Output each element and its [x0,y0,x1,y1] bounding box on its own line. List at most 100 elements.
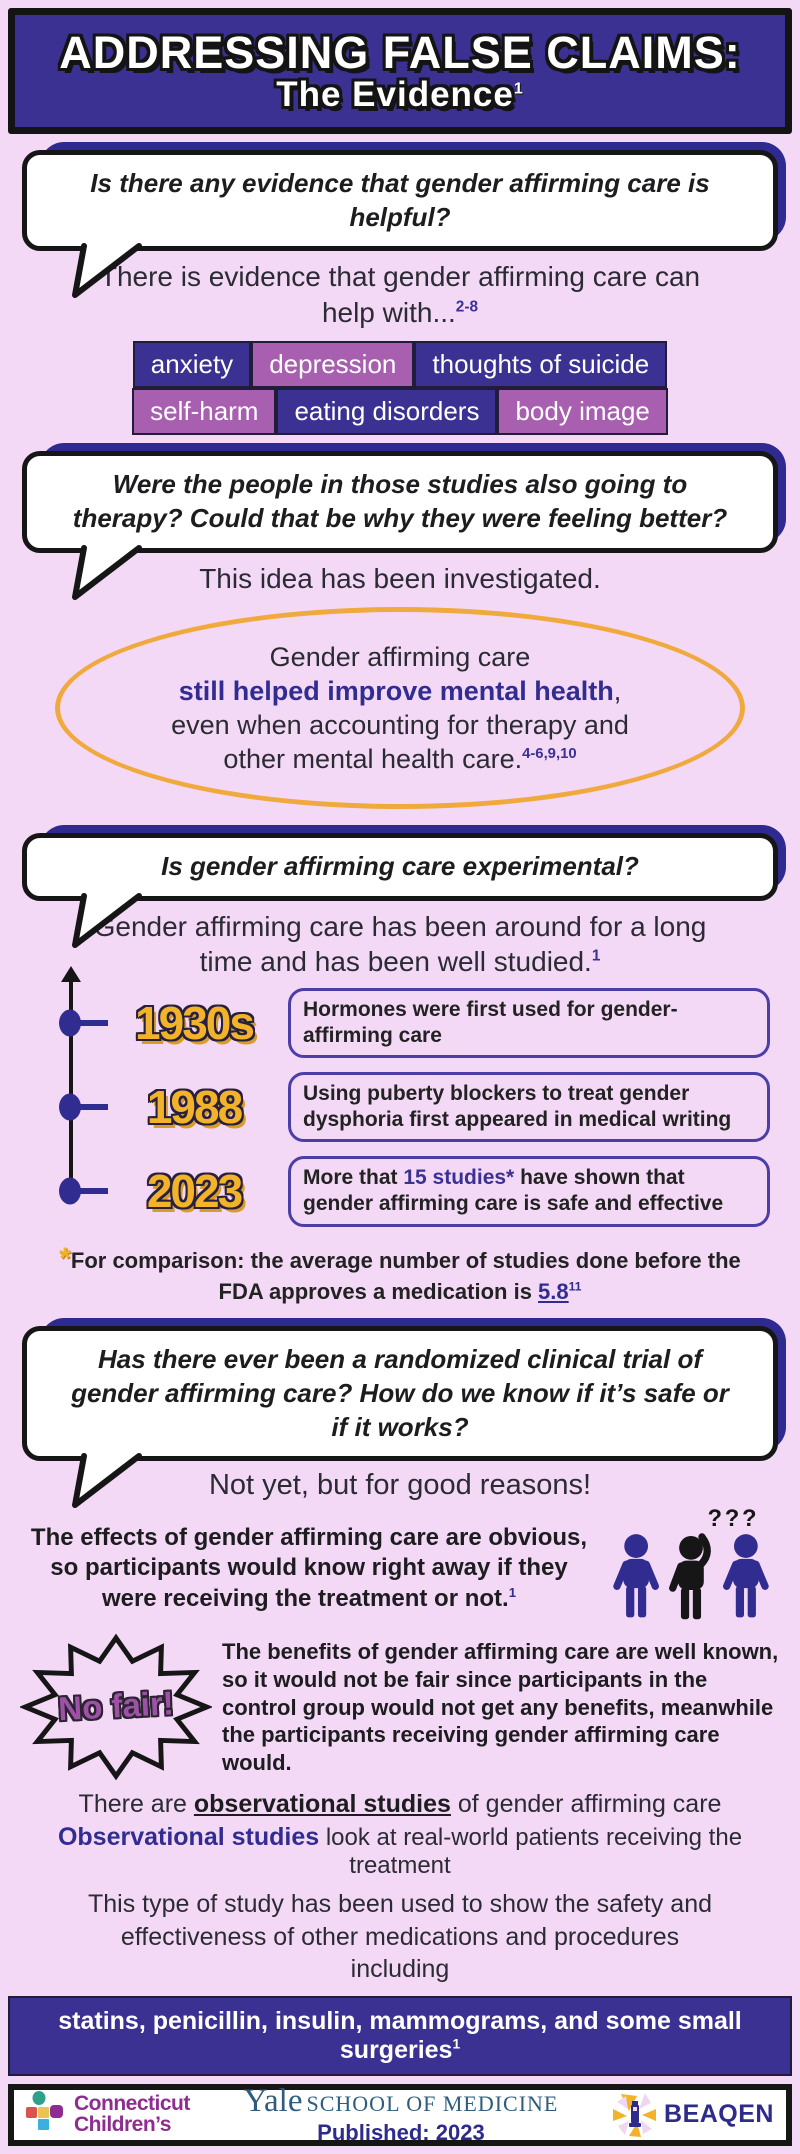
connecticut-childrens-wordmark: Connecticut Children’s [74,2094,190,2135]
citation-ref: 1 [591,948,601,966]
question-bubble-1: Is there any evidence that gender affirm… [22,141,786,299]
burst-star-icon [18,1634,214,1781]
subtitle-text: The Evidence [276,75,514,115]
beaqen-logo: BEAQEN [612,2092,774,2138]
question-text: Has there ever been a randomized clinica… [71,1344,729,1442]
tag-row: anxiety depression thoughts of suicide [14,341,786,389]
question-bubble-3: Is gender affirming care experimental? [22,824,786,948]
timeline-node-icon [56,1072,100,1142]
year-label: 2023 [146,1165,243,1218]
ellipse-line2: even when accounting for therapy and [171,709,629,740]
timeline-entry: Hormones were first used for gender-affi… [288,988,770,1059]
timeline-entry: More that 15 studies* have shown that ge… [288,1156,770,1227]
page-subtitle: The Evidence1 [21,76,779,115]
section-rct: Has there ever been a randomized clinica… [0,1318,800,1986]
header-banner: ADDRESSING FALSE CLAIMS: The Evidence1 [8,8,792,134]
observational-line2: Observational studies look at real-world… [14,1823,786,1880]
connecticut-childrens-logo: Connecticut Children’s [26,2090,190,2139]
speech-tail-icon [72,892,142,948]
page-title: ADDRESSING FALSE CLAIMS: [59,27,741,78]
citation-ref: 1 [452,2036,461,2052]
entry-text: have shown that gender affirming care is… [303,1166,724,1216]
timeline: 1930s Hormones were first used for gende… [36,966,770,1227]
observational-line1: There are observational studies of gende… [14,1790,786,1819]
no-fair-label: No fair! [57,1684,175,1728]
cc-line1: Connecticut [74,2092,190,2116]
ellipse-line1: Gender affirming care [269,641,531,672]
ellipse-line3: other mental health care. [223,743,523,774]
yale-wordmark: Yale SCHOOL OF MEDICINE [244,2083,559,2120]
connecticut-childrens-icon [26,2090,63,2130]
benefit-tags: anxiety depression thoughts of suicide s… [14,341,786,436]
reason-blinding: The effects of gender affirming care are… [20,1504,780,1632]
observational-studies-underlined: observational studies [193,1790,451,1819]
timeline-row-1988: 1988 Using puberty blockers to treat gen… [56,1072,770,1143]
reason-blinding-text: The effects of gender affirming care are… [20,1523,598,1614]
tag-eating-disorders: eating disorders [276,388,498,436]
answer-text: Gender affirming care has been around fo… [74,909,726,981]
beaqen-lighthouse-icon [613,2092,657,2137]
bubble-body: Is gender affirming care experimental? [22,832,778,901]
bubble-body: Is there any evidence that gender affirm… [22,149,778,252]
observational-studies-term: Observational studies [57,1823,320,1852]
timeline-node-icon [56,1156,100,1226]
citation-ref: 4-6,9,10 [522,745,577,762]
question-bubble-2: Were the people in those studies also go… [22,443,786,600]
citation-ref: 11 [568,1279,582,1294]
yale-school-of-medicine: SCHOOL OF MEDICINE [306,2091,559,2117]
ellipse-comma: , [613,675,622,706]
line-text: There are [78,1790,194,1819]
citation-ref: 1 [508,1584,517,1600]
section-experimental: Is gender affirming care experimental? G… [0,824,800,1307]
studies-highlight: 15 studies* [403,1166,515,1190]
tag-depression: depression [251,341,415,389]
speech-tail-icon [72,243,142,299]
question-text: Is gender affirming care experimental? [161,850,639,881]
tag-self-harm: self-harm [132,388,277,436]
speech-tail-icon [72,544,142,600]
section-evidence: Is there any evidence that gender affirm… [0,141,800,436]
bubble-body: Has there ever been a randomized clinica… [22,1326,778,1462]
year-label: 1930s [135,997,255,1050]
timeline-node-icon [56,988,100,1058]
answer-text: This idea has been investigated. [199,562,601,594]
no-fair-burst-icon: No fair! [18,1632,214,1782]
section-therapy: Were the people in those studies also go… [0,443,800,809]
published-date: Published: 2023 [317,2120,485,2146]
yale-logo: Yale SCHOOL OF MEDICINE Published: 2023 [244,2083,559,2146]
reason-body: The effects of gender affirming care are… [30,1524,588,1612]
highlight-ellipse: Gender affirming care still helped impro… [55,606,745,809]
footer-bar: Connecticut Children’s Yale SCHOOL OF ME… [8,2083,792,2146]
reason-fairness: No fair! The benefits of gender affirmin… [18,1632,784,1782]
confused-people-icon: ??? [613,1505,769,1620]
yale-name: Yale [243,2083,303,2120]
entry-text: More that [303,1166,404,1190]
line-text: of gender affirming care [450,1790,722,1819]
ellipse-bold: still helped improve mental health [178,675,614,706]
tag-body-image: body image [497,388,668,436]
year-label: 1988 [146,1081,243,1134]
bubble-body: Were the people in those studies also go… [22,451,778,553]
answer-text: There is evidence that gender affirming … [74,259,726,331]
question-text: Were the people in those studies also go… [72,469,728,534]
reason-fairness-text: The benefits of gender affirming care ar… [222,1638,779,1776]
speech-tail-icon [72,1453,142,1509]
banner-text: statins, penicillin, insulin, mammograms… [58,2006,742,2064]
subtitle-ref: 1 [513,80,524,98]
answer-text: Not yet, but for good reasons! [208,1469,592,1502]
question-marks: ??? [707,1505,759,1532]
beaqen-wordmark: BEAQEN [664,2100,774,2129]
asterisk-icon: * [59,1241,71,1275]
fda-average-value: 5.8 [538,1278,569,1304]
line-text: look at real-world patients receiving th… [319,1824,743,1880]
tag-row: self-harm eating disorders body image [14,388,786,436]
timeline-entry: Using puberty blockers to treat gender d… [288,1072,770,1143]
question-bubble-4: Has there ever been a randomized clinica… [22,1318,786,1509]
tag-thoughts-of-suicide: thoughts of suicide [414,341,668,389]
examples-banner: statins, penicillin, insulin, mammograms… [8,1995,792,2076]
question-text: Is there any evidence that gender affirm… [90,167,710,232]
timeline-row-1930s: 1930s Hormones were first used for gende… [56,988,770,1059]
answer-body: Gender affirming care has been around fo… [93,910,707,978]
fda-footnote: *For comparison: the average number of s… [44,1239,756,1307]
footnote-text: For comparison: the average number of st… [70,1247,741,1304]
